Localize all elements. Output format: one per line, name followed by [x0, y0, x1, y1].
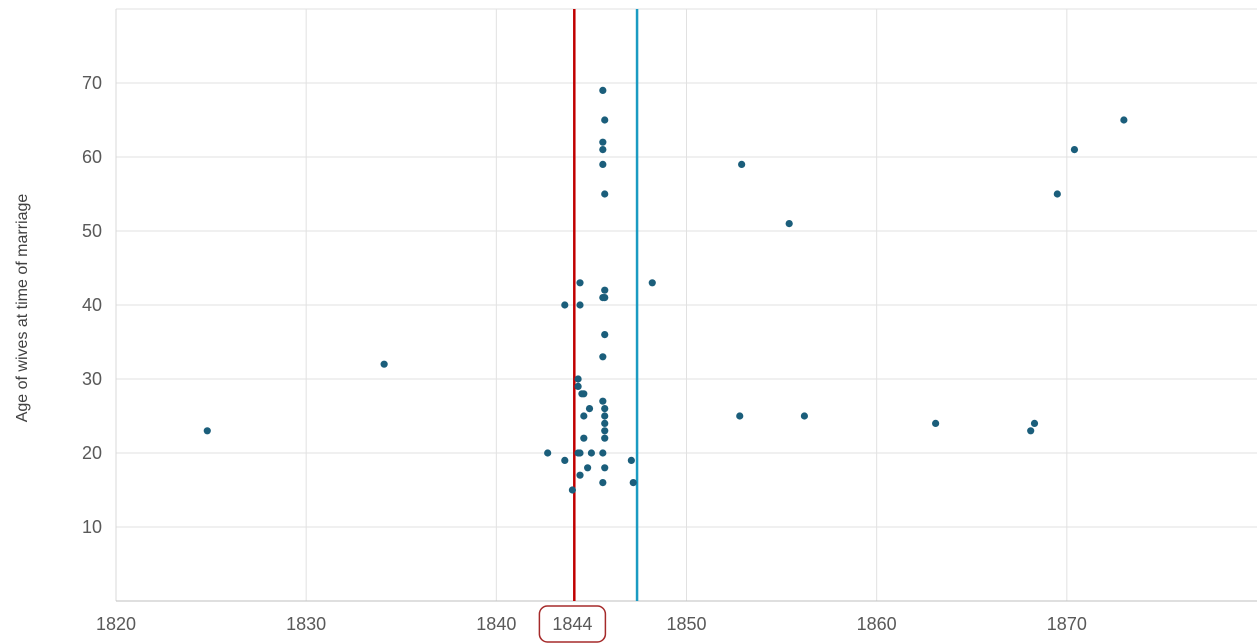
- data-point: [576, 279, 584, 287]
- data-point: [932, 419, 940, 427]
- data-point: [580, 434, 588, 442]
- data-point: [601, 412, 609, 420]
- x-tick-label-1850: 1850: [666, 614, 706, 634]
- data-point: [576, 471, 584, 479]
- y-tick-labels: 10 20 30 40 50 60 70: [82, 73, 102, 537]
- x-tick-labels: 1820 1830 1840 1850 1860 1870 1844: [96, 605, 1087, 643]
- data-point: [599, 146, 607, 154]
- reference-lines: [573, 9, 639, 601]
- data-point: [599, 138, 607, 146]
- highlight-box: [538, 605, 607, 643]
- data-point: [1120, 116, 1128, 124]
- y-tick-label-70: 70: [82, 73, 102, 93]
- x-tick-label-1860: 1860: [857, 614, 897, 634]
- data-point: [1030, 419, 1039, 427]
- data-point: [561, 301, 569, 309]
- data-point: [203, 427, 211, 435]
- data-point: [1070, 146, 1079, 154]
- data-point: [601, 427, 609, 435]
- x-tick-label-highlight: 1844: [552, 614, 592, 634]
- data-point: [1027, 427, 1035, 435]
- y-tick-label-20: 20: [82, 443, 102, 463]
- x-tick-label-1870: 1870: [1047, 614, 1087, 634]
- x-tick-label-1820: 1820: [96, 614, 136, 634]
- y-tick-label-10: 10: [82, 517, 102, 537]
- data-point: [601, 434, 609, 442]
- data-point: [601, 294, 609, 302]
- data-point: [785, 220, 793, 228]
- x-tick-label-1840: 1840: [476, 614, 516, 634]
- data-point: [599, 353, 607, 361]
- data-point: [601, 419, 609, 427]
- data-point: [561, 456, 569, 464]
- data-point: [601, 190, 609, 198]
- data-point: [574, 375, 582, 383]
- data-point: [648, 279, 656, 287]
- data-point: [627, 456, 635, 464]
- data-point: [601, 116, 609, 124]
- data-point: [601, 331, 609, 339]
- data-point: [599, 160, 607, 168]
- y-tick-label-40: 40: [82, 295, 102, 315]
- y-tick-label-30: 30: [82, 369, 102, 389]
- data-point: [380, 360, 388, 368]
- data-point: [601, 286, 609, 294]
- data-point: [736, 412, 744, 420]
- data-point: [587, 449, 596, 457]
- data-point: [576, 301, 584, 309]
- data-point: [584, 464, 592, 472]
- axes: [115, 9, 1257, 602]
- data-point: [576, 449, 584, 457]
- data-point: [574, 382, 582, 390]
- data-point: [599, 449, 607, 457]
- data-point: [629, 479, 637, 487]
- data-point: [568, 486, 577, 494]
- data-point: [585, 405, 594, 413]
- y-tick-label-60: 60: [82, 147, 102, 167]
- x-tick-label-1830: 1830: [286, 614, 326, 634]
- y-tick-label-50: 50: [82, 221, 102, 241]
- data-point: [599, 479, 607, 487]
- data-point: [601, 464, 609, 472]
- data-points: [203, 86, 1128, 494]
- y-axis-title: Age of wives at time of marriage: [14, 194, 31, 423]
- data-point: [1053, 190, 1061, 198]
- data-point: [599, 397, 607, 405]
- data-point: [580, 390, 588, 398]
- data-point: [599, 86, 607, 94]
- data-point: [800, 412, 809, 420]
- grid: [116, 8, 1257, 601]
- data-point: [738, 160, 746, 168]
- data-point: [544, 449, 552, 457]
- data-point: [601, 405, 609, 413]
- data-point: [580, 412, 588, 420]
